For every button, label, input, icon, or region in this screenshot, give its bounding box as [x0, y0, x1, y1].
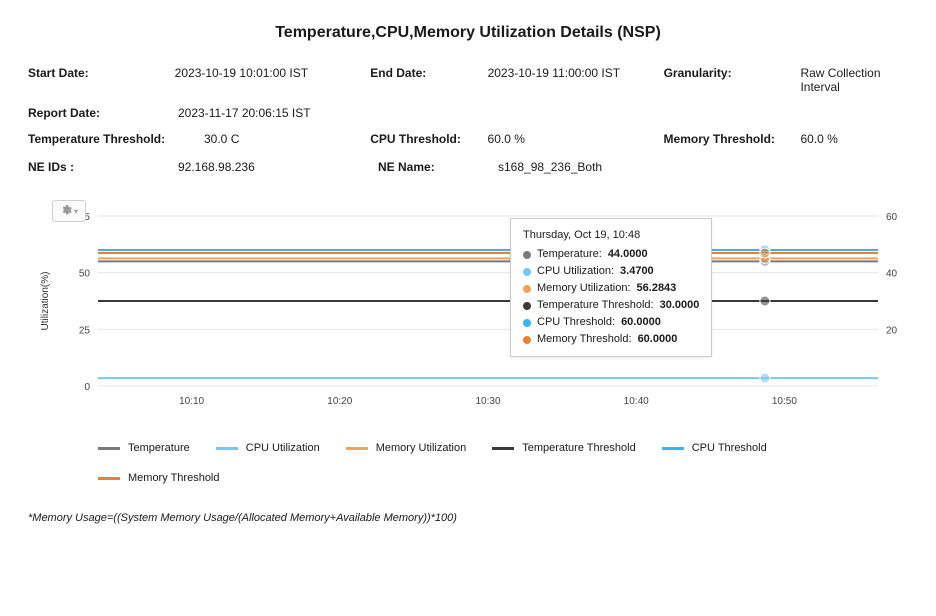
legend-item[interactable]: Temperature [98, 442, 190, 454]
tooltip-row: CPU Threshold: 60.0000 [523, 314, 699, 331]
temp-thresh-label: Temperature Threshold: [28, 132, 204, 146]
granularity-label: Granularity: [664, 66, 801, 94]
tooltip-label: Memory Threshold: [537, 331, 632, 348]
mem-thresh-value: 60.0 % [800, 132, 908, 146]
tooltip-label: Memory Utilization: [537, 280, 631, 297]
start-date-label: Start Date: [28, 66, 175, 94]
svg-text:10:50: 10:50 [772, 396, 797, 407]
svg-text:10:40: 10:40 [624, 396, 649, 407]
tooltip-value: 56.2843 [637, 280, 677, 297]
legend-swatch-icon [216, 447, 238, 450]
utilization-chart[interactable]: 025507520406010:1010:2010:3010:4010:50Ut… [28, 206, 908, 436]
legend-item[interactable]: Temperature Threshold [492, 442, 636, 454]
ne-name-label: NE Name: [378, 160, 498, 174]
end-date-value: 2023-10-19 11:00:00 IST [488, 66, 664, 94]
info-grid: Start Date: 2023-10-19 10:01:00 IST End … [28, 66, 908, 174]
legend-label: Memory Utilization [376, 442, 466, 454]
tooltip-row: Memory Utilization: 56.2843 [523, 280, 699, 297]
chart-tooltip: Thursday, Oct 19, 10:48 Temperature: 44.… [510, 218, 712, 357]
legend-label: Memory Threshold [128, 472, 220, 484]
tooltip-dot-icon [523, 302, 531, 310]
svg-text:40: 40 [886, 269, 898, 280]
svg-text:25: 25 [79, 325, 91, 336]
tooltip-dot-icon [523, 319, 531, 327]
legend-swatch-icon [98, 477, 120, 480]
svg-text:10:30: 10:30 [475, 396, 500, 407]
report-date-value: 2023-11-17 20:06:15 IST [178, 106, 378, 120]
ne-ids-value: 92.168.98.236 [178, 160, 378, 174]
legend-item[interactable]: Memory Utilization [346, 442, 466, 454]
tooltip-value: 30.0000 [660, 297, 700, 314]
gear-icon [60, 204, 72, 219]
mem-thresh-label: Memory Threshold: [664, 132, 801, 146]
page-title: Temperature,CPU,Memory Utilization Detai… [28, 24, 908, 42]
legend-swatch-icon [662, 447, 684, 450]
svg-text:10:10: 10:10 [179, 396, 204, 407]
svg-text:50: 50 [79, 269, 91, 280]
legend-swatch-icon [98, 447, 120, 450]
legend-label: Temperature Threshold [522, 442, 636, 454]
tooltip-row: Temperature: 44.0000 [523, 246, 699, 263]
tooltip-value: 3.4700 [620, 263, 654, 280]
tooltip-title: Thursday, Oct 19, 10:48 [523, 227, 699, 244]
svg-text:0: 0 [84, 382, 90, 393]
start-date-value: 2023-10-19 10:01:00 IST [175, 66, 371, 94]
temp-thresh-value: 30.0 C [204, 132, 370, 146]
tooltip-row: CPU Utilization: 3.4700 [523, 263, 699, 280]
cpu-thresh-label: CPU Threshold: [370, 132, 487, 146]
legend-swatch-icon [346, 447, 368, 450]
end-date-label: End Date: [370, 66, 487, 94]
tooltip-label: Temperature: [537, 246, 602, 263]
chart-settings-button[interactable]: ▾ [52, 200, 86, 222]
tooltip-dot-icon [523, 251, 531, 259]
legend-item[interactable]: CPU Utilization [216, 442, 320, 454]
legend-item[interactable]: CPU Threshold [662, 442, 767, 454]
tooltip-dot-icon [523, 285, 531, 293]
tooltip-value: 60.0000 [621, 314, 661, 331]
report-date-label: Report Date: [28, 106, 178, 120]
ne-name-value: s168_98_236_Both [498, 160, 678, 174]
tooltip-value: 44.0000 [608, 246, 648, 263]
tooltip-label: CPU Utilization: [537, 263, 614, 280]
legend-label: Temperature [128, 442, 190, 454]
legend-swatch-icon [492, 447, 514, 450]
granularity-value: Raw Collection Interval [800, 66, 908, 94]
footnote: *Memory Usage=((System Memory Usage/(All… [28, 512, 908, 524]
tooltip-label: CPU Threshold: [537, 314, 615, 331]
ne-ids-label: NE IDs : [28, 160, 178, 174]
svg-text:20: 20 [886, 325, 898, 336]
legend-label: CPU Utilization [246, 442, 320, 454]
chevron-down-icon: ▾ [74, 207, 78, 216]
tooltip-dot-icon [523, 268, 531, 276]
tooltip-value: 60.0000 [638, 331, 678, 348]
legend-item[interactable]: Memory Threshold [98, 472, 220, 484]
svg-text:Utilization(%): Utilization(%) [40, 272, 51, 331]
tooltip-dot-icon [523, 336, 531, 344]
tooltip-row: Memory Threshold: 60.0000 [523, 331, 699, 348]
svg-text:10:20: 10:20 [327, 396, 352, 407]
cpu-thresh-value: 60.0 % [488, 132, 664, 146]
chart-legend: Temperature CPU Utilization Memory Utiliza… [98, 442, 908, 484]
chart-container: ▾ 025507520406010:1010:2010:3010:4010:50… [28, 206, 908, 436]
svg-text:60: 60 [886, 212, 898, 223]
legend-label: CPU Threshold [692, 442, 767, 454]
tooltip-row: Temperature Threshold: 30.0000 [523, 297, 699, 314]
tooltip-label: Temperature Threshold: [537, 297, 654, 314]
